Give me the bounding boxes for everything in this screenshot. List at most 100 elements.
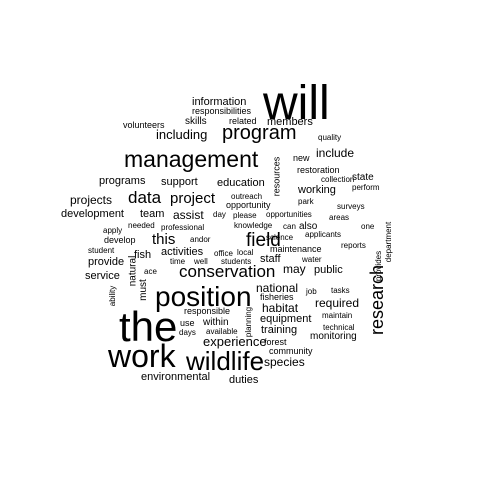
word: education xyxy=(217,177,265,189)
word: responsibilities xyxy=(192,106,252,116)
word: professional xyxy=(161,223,205,232)
word: team xyxy=(140,208,165,220)
word: job xyxy=(306,287,317,296)
word: volunteers xyxy=(123,120,165,130)
word: fish xyxy=(134,249,152,261)
word: andor xyxy=(190,235,211,244)
word: environmental xyxy=(141,371,211,383)
word: within xyxy=(203,317,229,328)
word: office xyxy=(214,249,233,258)
word: new xyxy=(293,153,310,163)
word: days xyxy=(179,328,196,337)
word: duties xyxy=(229,374,259,386)
word: staff xyxy=(260,253,281,265)
word: maintenance xyxy=(270,244,322,254)
word: restoration xyxy=(297,165,340,175)
word: collection xyxy=(321,175,355,184)
word: opportunity xyxy=(226,200,271,210)
word: assist xyxy=(173,208,204,222)
word: resources xyxy=(271,156,282,197)
word: student xyxy=(88,246,115,255)
word: can xyxy=(283,222,296,231)
word: habitat xyxy=(262,301,299,315)
word: must xyxy=(137,279,149,301)
word: one xyxy=(361,222,375,231)
word: forest xyxy=(264,337,287,347)
word: develop xyxy=(104,235,136,245)
word: responsible xyxy=(184,306,231,316)
word: apply xyxy=(103,226,123,235)
word: natural xyxy=(127,255,139,287)
word: support xyxy=(161,176,198,188)
word: members xyxy=(267,116,313,128)
word: species xyxy=(264,355,305,369)
word: including xyxy=(156,127,208,142)
word: reports xyxy=(341,241,366,250)
word: ace xyxy=(144,267,157,276)
word: project xyxy=(170,190,216,207)
word: tasks xyxy=(331,286,350,295)
word: quality xyxy=(318,133,342,142)
word: technical xyxy=(323,323,355,332)
word: community xyxy=(269,346,313,356)
word: opportunities xyxy=(266,210,312,219)
word: equipment xyxy=(260,313,312,325)
word: will xyxy=(263,77,330,130)
word: may xyxy=(283,262,306,276)
word: related xyxy=(229,116,257,126)
word: working xyxy=(298,184,336,196)
word: information xyxy=(192,96,247,108)
word: training xyxy=(261,324,298,336)
word: applicants xyxy=(305,230,342,239)
word: conservation xyxy=(179,262,276,281)
word: surveys xyxy=(337,202,365,211)
word: water xyxy=(302,255,322,264)
word: well xyxy=(194,257,208,266)
word: wildlife xyxy=(186,346,265,376)
word: available xyxy=(206,327,238,336)
word: field xyxy=(246,230,281,251)
word: also xyxy=(299,221,318,232)
word: required xyxy=(315,296,360,310)
word: program xyxy=(222,122,297,144)
word: this xyxy=(152,231,176,248)
word: use xyxy=(180,318,195,328)
word: areas xyxy=(329,213,350,222)
word: activities xyxy=(161,246,204,258)
word: data xyxy=(128,188,162,207)
word: state xyxy=(352,172,374,183)
word: projects xyxy=(70,193,113,207)
word: science xyxy=(266,233,294,242)
word: service xyxy=(85,270,120,282)
word: include xyxy=(316,146,355,160)
word: needed xyxy=(128,221,155,230)
word: provide xyxy=(88,256,125,268)
word: programs xyxy=(99,175,146,187)
word: development xyxy=(61,208,124,220)
word: students xyxy=(221,257,252,266)
word: time xyxy=(170,257,186,266)
word: please xyxy=(233,211,257,220)
word: maintain xyxy=(322,311,353,320)
word: department xyxy=(384,221,394,263)
word: skills xyxy=(185,116,207,127)
word: the xyxy=(119,303,178,350)
word: ability xyxy=(108,285,118,307)
word: planning xyxy=(244,306,254,338)
word: fisheries xyxy=(260,292,294,302)
word: management xyxy=(124,146,259,172)
word: experience xyxy=(203,334,267,349)
word: position xyxy=(155,281,252,312)
word: public xyxy=(314,264,343,276)
word: monitoring xyxy=(310,331,357,342)
word: local xyxy=(237,248,254,257)
word: park xyxy=(298,197,314,206)
word: outreach xyxy=(231,192,263,201)
word: provides xyxy=(374,250,384,282)
word: national xyxy=(256,281,299,295)
word: knowledge xyxy=(234,221,273,230)
word: perform xyxy=(352,183,380,192)
word: day xyxy=(213,210,226,219)
word: work xyxy=(108,338,176,374)
